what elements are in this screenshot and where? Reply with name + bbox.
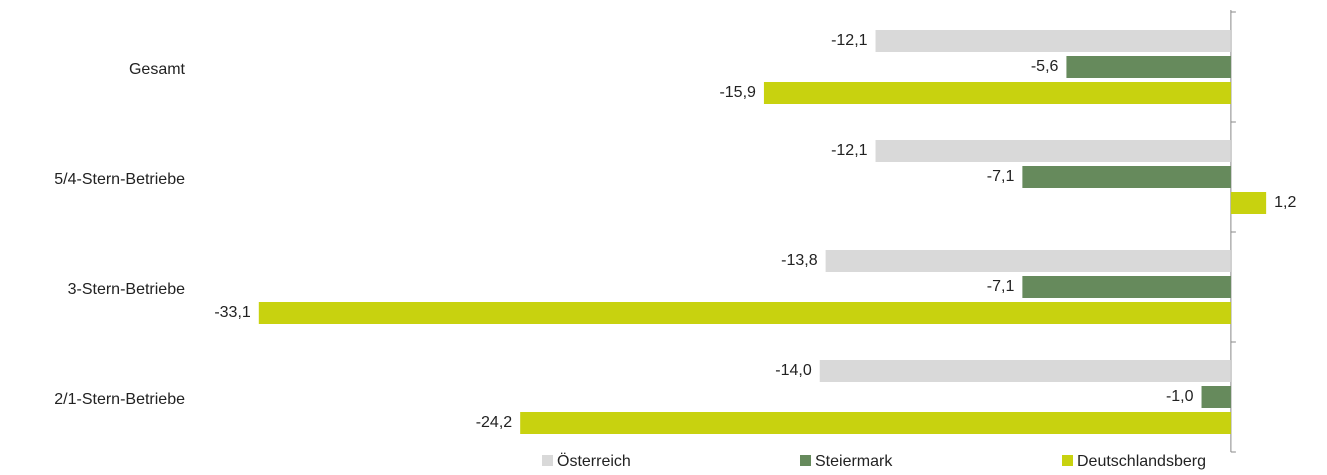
legend-label: Deutschlandsberg xyxy=(1077,453,1206,470)
legend-marker xyxy=(1062,455,1073,466)
data-label: -13,8 xyxy=(781,252,818,269)
legend-marker xyxy=(542,455,553,466)
data-label: -33,1 xyxy=(214,304,251,321)
data-label: -15,9 xyxy=(719,84,756,101)
bar xyxy=(1230,192,1267,214)
data-label: -7,1 xyxy=(987,168,1015,185)
legend-label: Steiermark xyxy=(815,453,893,470)
data-label: -12,1 xyxy=(831,142,868,159)
bar xyxy=(258,302,1231,324)
data-label: 1,2 xyxy=(1274,194,1296,211)
data-label: -5,6 xyxy=(1031,58,1059,75)
y-tick-label: Gesamt xyxy=(129,61,186,78)
data-label: -24,2 xyxy=(476,414,513,431)
bar xyxy=(763,82,1231,104)
bar xyxy=(819,360,1231,382)
y-tick-label: 2/1-Stern-Betriebe xyxy=(54,391,185,408)
bar xyxy=(1066,56,1231,78)
bar xyxy=(1022,276,1231,298)
bar xyxy=(1201,386,1231,408)
legend-label: Österreich xyxy=(557,452,631,470)
bar xyxy=(1022,166,1231,188)
bar xyxy=(875,140,1231,162)
data-label: -14,0 xyxy=(775,362,812,379)
legend-marker xyxy=(800,455,811,466)
bar xyxy=(825,250,1231,272)
y-tick-label: 3-Stern-Betriebe xyxy=(68,281,185,298)
data-label: -7,1 xyxy=(987,278,1015,295)
y-tick-label: 5/4-Stern-Betriebe xyxy=(54,171,185,188)
data-label: -1,0 xyxy=(1166,388,1194,405)
bar xyxy=(520,412,1231,434)
data-label: -12,1 xyxy=(831,32,868,49)
bar xyxy=(875,30,1231,52)
